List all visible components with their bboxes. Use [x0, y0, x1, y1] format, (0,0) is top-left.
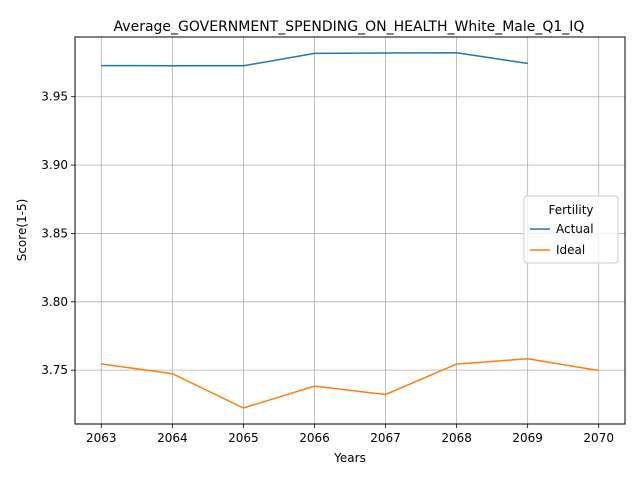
x-tick-label: 2065: [228, 431, 259, 445]
y-tick-label: 3.90: [41, 158, 68, 172]
plot-frame: [74, 36, 626, 425]
legend-entry-ideal: Ideal: [556, 243, 585, 257]
x-tick-label: 2063: [86, 431, 117, 445]
x-tick-label: 2064: [157, 431, 188, 445]
series-line-ideal: [101, 357, 599, 409]
legend-box: [523, 195, 619, 264]
series-line-actual: [101, 51, 528, 67]
legend-entry-actual: Actual: [556, 222, 594, 236]
x-tick-label: 2069: [512, 431, 543, 445]
x-tick-label: 2070: [583, 431, 614, 445]
series-lines: [101, 51, 599, 409]
chart-title: Average_GOVERNMENT_SPENDING_ON_HEALTH_Wh…: [114, 19, 585, 35]
y-tick-label: 3.95: [41, 90, 68, 104]
y-tick-label: 3.85: [41, 226, 68, 240]
y-tick-label: 3.80: [41, 295, 68, 309]
x-axis-label: Years: [333, 451, 366, 465]
ticks: 2063 2064 2065 2066 2067 2068 2069 2070 3.75 3.80…: [41, 90, 614, 445]
legend: Fertility Actual Ideal: [523, 195, 619, 264]
x-tick-label: 2067: [370, 431, 401, 445]
legend-title: Fertility: [548, 203, 593, 217]
x-tick-label: 2066: [299, 431, 330, 445]
y-tick-label: 3.75: [41, 363, 68, 377]
x-tick-label: 2068: [441, 431, 472, 445]
y-axis-label: Score(1-5): [15, 199, 29, 262]
